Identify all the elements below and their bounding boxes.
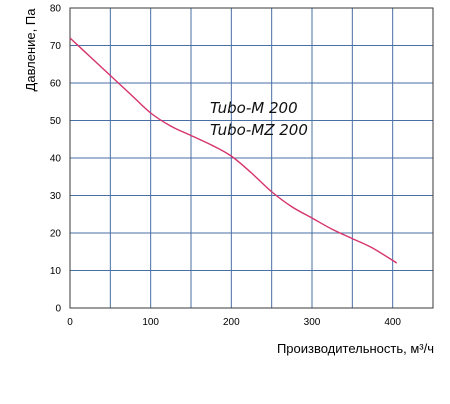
series-line [69, 37, 398, 264]
annotation-model-1: Tubo-M 200 [210, 99, 298, 117]
y-tick-label: 60 [50, 79, 62, 90]
x-tick-label: 400 [384, 317, 401, 328]
plot-frame [69, 7, 434, 309]
x-tick-label: 100 [142, 317, 159, 328]
series [69, 37, 398, 264]
y-axis-title: Давление, Па [23, 8, 38, 92]
x-tick-label: 0 [67, 317, 73, 328]
grid [70, 8, 433, 308]
y-tick-label: 20 [50, 229, 62, 240]
y-tick-labels: 0 10 20 30 40 50 60 70 80 [50, 4, 62, 315]
y-tick-label: 0 [55, 304, 61, 315]
y-tick-label: 70 [50, 41, 62, 52]
y-tick-label: 30 [50, 191, 62, 202]
annotation-model-2: Tubo-MZ 200 [210, 121, 308, 139]
y-tick-label: 10 [50, 266, 62, 277]
y-tick-label: 80 [50, 4, 62, 15]
x-tick-labels: 0 100 200 300 400 [67, 317, 401, 328]
x-tick-label: 300 [304, 317, 321, 328]
y-tick-label: 50 [50, 116, 62, 127]
x-axis-title: Производительность, м³/ч [277, 341, 434, 356]
x-tick-label: 200 [223, 317, 240, 328]
y-tick-label: 40 [50, 154, 62, 165]
